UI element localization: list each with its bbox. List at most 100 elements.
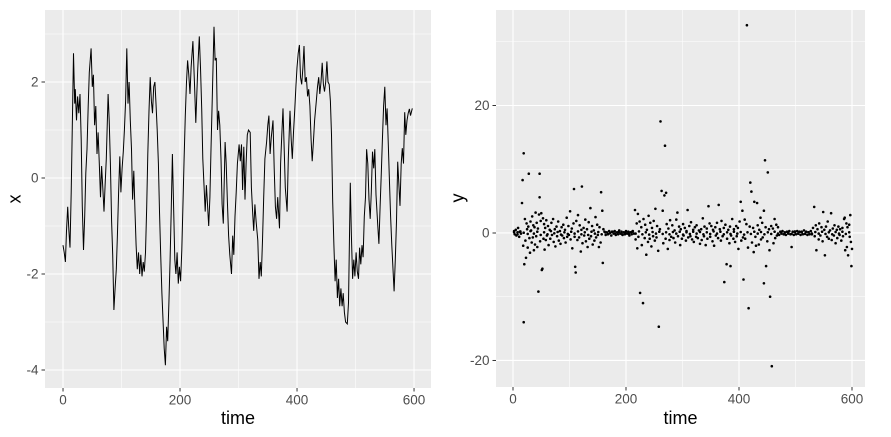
data-point (661, 209, 664, 212)
data-point (743, 218, 746, 221)
data-point (759, 216, 762, 219)
data-point (827, 231, 831, 234)
data-point (538, 196, 541, 199)
data-point (698, 230, 702, 234)
data-point (673, 229, 676, 232)
data-point (565, 235, 569, 239)
data-point (599, 241, 602, 244)
data-point (815, 248, 818, 252)
data-point (663, 144, 667, 147)
data-point (633, 208, 637, 212)
data-point (599, 190, 603, 194)
data-point (766, 240, 769, 243)
data-point (647, 214, 650, 218)
data-point (773, 230, 776, 233)
data-point (610, 234, 613, 237)
y-axis-tick-label: -4 (26, 363, 38, 378)
data-point (520, 201, 524, 205)
data-point (849, 213, 852, 217)
data-point (665, 222, 668, 226)
data-point (664, 191, 668, 195)
data-point (630, 233, 633, 236)
data-point (607, 229, 611, 233)
data-point (837, 225, 840, 228)
data-point (749, 232, 753, 236)
data-point (532, 232, 536, 235)
data-point (763, 159, 767, 162)
data-point (835, 228, 839, 232)
y-axis-tick-label: 0 (31, 171, 39, 186)
data-point (582, 226, 585, 230)
data-point (723, 280, 726, 284)
data-point (566, 232, 570, 236)
data-point (598, 225, 601, 229)
data-point (516, 231, 519, 234)
data-point (579, 250, 583, 253)
data-point (591, 243, 594, 246)
data-point (571, 247, 574, 250)
line-chart: 0 200 400 600 -4 -2 0 2 (26, 10, 431, 408)
data-point (721, 234, 724, 238)
data-point (816, 227, 819, 231)
data-point (620, 233, 624, 236)
data-point (746, 246, 750, 249)
data-point (522, 152, 525, 155)
data-point (705, 227, 709, 230)
data-point (735, 234, 738, 238)
data-point (722, 233, 726, 236)
data-point (773, 236, 777, 240)
y-axis-tick-label: -20 (470, 353, 490, 368)
data-point (641, 233, 644, 236)
data-point (660, 189, 663, 193)
data-point (751, 226, 755, 230)
data-point (767, 227, 771, 231)
data-point (600, 233, 603, 236)
data-point (795, 229, 799, 233)
data-point (729, 264, 732, 268)
data-point (652, 219, 655, 223)
data-point (730, 217, 734, 221)
data-point (717, 203, 720, 207)
data-point (590, 224, 594, 228)
data-point (733, 240, 737, 244)
data-point (732, 230, 736, 233)
data-point (679, 227, 683, 231)
x-axis-title-time-left: time (220, 408, 255, 428)
data-point (711, 240, 714, 243)
data-point (533, 243, 537, 246)
data-point (536, 230, 539, 233)
data-point (698, 242, 702, 246)
data-point (688, 224, 691, 228)
data-point (728, 241, 731, 245)
data-point (809, 229, 813, 233)
data-point (664, 237, 667, 240)
data-point (552, 240, 555, 244)
data-point (794, 233, 798, 236)
data-point (524, 239, 527, 242)
data-point (528, 236, 531, 240)
data-point (595, 223, 599, 226)
data-point (512, 231, 516, 234)
data-point (823, 228, 826, 232)
data-point (701, 217, 705, 220)
data-point (529, 229, 532, 233)
data-point (663, 194, 666, 197)
data-point (725, 231, 729, 234)
data-point (662, 241, 665, 245)
data-point (574, 271, 577, 274)
data-point (790, 245, 793, 249)
data-point (546, 224, 550, 228)
data-point (573, 235, 576, 239)
data-point (846, 254, 850, 257)
line-chart-panel: 0 200 400 600 -4 -2 0 2 x time (0, 0, 445, 437)
data-point (646, 240, 650, 244)
data-point (827, 237, 831, 240)
data-point (748, 225, 751, 228)
data-point (841, 226, 844, 230)
data-point (527, 172, 531, 175)
data-point (850, 264, 853, 268)
data-point (780, 230, 783, 234)
data-point (764, 225, 767, 229)
data-point (592, 229, 596, 232)
data-point (817, 222, 821, 225)
